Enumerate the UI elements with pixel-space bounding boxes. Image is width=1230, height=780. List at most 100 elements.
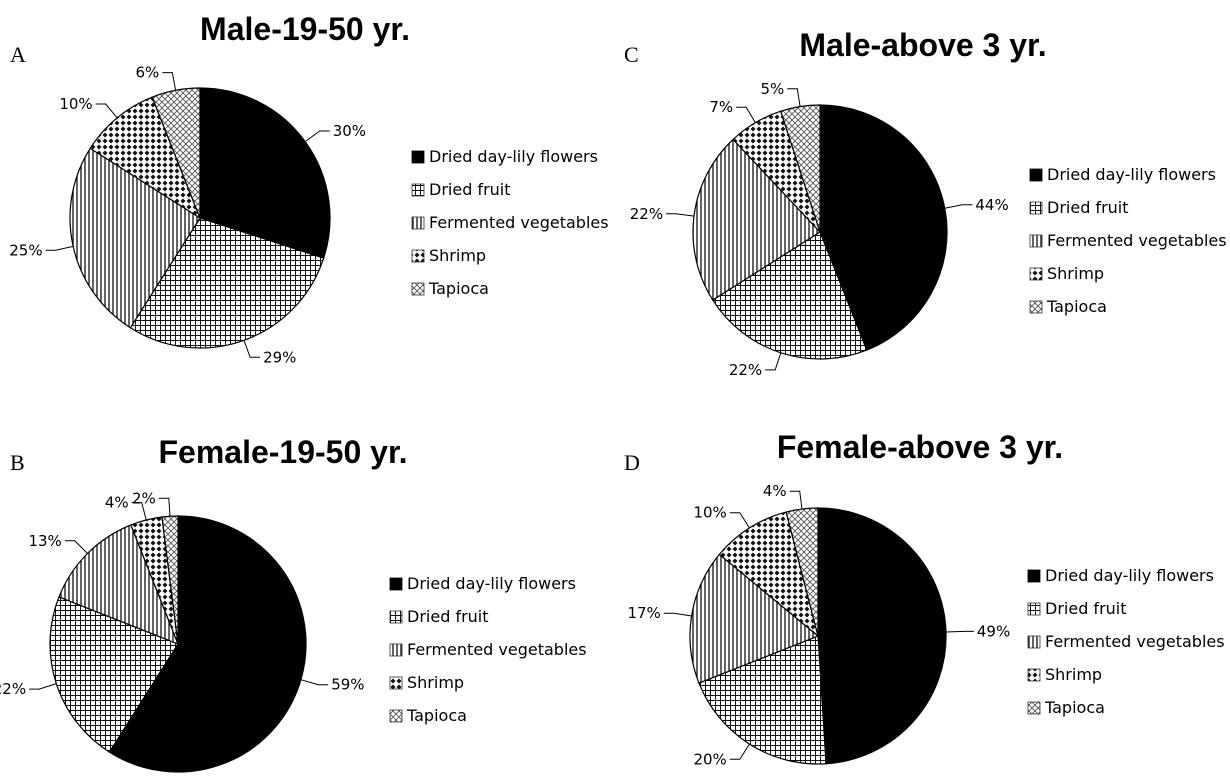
leader-line [789, 490, 803, 510]
panel-letter: B [10, 450, 25, 475]
legend-swatch [389, 643, 403, 657]
legend-label: Dried fruit [1047, 198, 1129, 217]
legend-swatch [1027, 635, 1041, 649]
pie-b: 59% 22% 13% 4%2% [0, 489, 365, 773]
legend-label: Fermented vegetables [1045, 632, 1225, 651]
leader-line [64, 540, 88, 554]
pie-slice [819, 104, 948, 351]
legend-swatch [389, 610, 403, 624]
leader-line [300, 679, 329, 686]
data-label: 13% [28, 532, 61, 550]
data-label: 6% [136, 64, 160, 82]
legend-label: Shrimp [1047, 264, 1104, 283]
data-label: 2% [132, 489, 156, 507]
legend-swatch [1029, 267, 1043, 281]
data-label: 22% [729, 361, 762, 379]
legend-label: Tapioca [1044, 698, 1105, 717]
legend-label: Tapioca [1046, 297, 1107, 316]
legend-label: Shrimp [407, 673, 464, 692]
legend-c: Dried day-lily flowers Dried fruit Ferment… [1029, 165, 1227, 316]
legend-swatch [1027, 701, 1041, 715]
legend-swatch [1027, 602, 1041, 616]
leader-line [158, 497, 171, 517]
data-label: 17% [627, 604, 660, 622]
pie-slice [129, 217, 325, 349]
leader-line [29, 683, 57, 690]
pie-a: 30% 29% 25% 10% 6% [9, 64, 366, 367]
legend-label: Dried day-lily flowers [429, 147, 598, 166]
pie-d: 49% 20% 17% 10% 4% [627, 482, 1010, 768]
data-label: 10% [693, 504, 726, 522]
legend-swatch [411, 216, 425, 230]
legend-label: Fermented vegetables [1047, 231, 1227, 250]
legend-swatch [389, 676, 403, 690]
leader-line [304, 130, 330, 143]
pie-slice [817, 507, 947, 765]
chart-title: Female-above 3 yr. [777, 429, 1063, 465]
data-label: 7% [709, 98, 733, 116]
data-label: 30% [333, 122, 366, 140]
data-label: 4% [763, 482, 787, 500]
panel-letter: D [624, 450, 640, 475]
legend-label: Dried fruit [407, 607, 489, 626]
legend-swatch [411, 150, 425, 164]
data-label: 59% [331, 676, 364, 694]
legend-swatch [1029, 201, 1043, 215]
legend-swatch [411, 183, 425, 197]
leader-line [945, 630, 974, 633]
pie-slice [718, 511, 820, 638]
pie-slice [779, 104, 821, 233]
panel-letter: C [624, 42, 639, 67]
legend-swatch [1027, 668, 1041, 682]
leader-line [787, 88, 801, 107]
data-label: 5% [761, 80, 785, 98]
leader-line [736, 106, 756, 123]
legend-label: Dried day-lily flowers [1045, 566, 1214, 585]
data-label: 49% [977, 622, 1010, 640]
pie-slice [108, 515, 307, 773]
legend-label: Fermented vegetables [407, 640, 587, 659]
chart-title: Male-above 3 yr. [799, 27, 1046, 63]
leader-line [45, 245, 74, 251]
data-label: 4% [105, 494, 129, 512]
pie-slice [69, 147, 201, 329]
leader-line [663, 612, 692, 617]
legend-a: Dried day-lily flowers Dried fruit Ferment… [411, 147, 609, 298]
legend-swatch [389, 709, 403, 723]
pie-slice [199, 87, 331, 259]
data-label: 44% [975, 196, 1008, 214]
legend-b: Dried day-lily flowers Dried fruit Ferment… [389, 574, 587, 725]
legend-label: Shrimp [429, 246, 486, 265]
leader-line [729, 512, 750, 529]
leader-line [131, 502, 147, 521]
pie-slice [689, 553, 820, 684]
legend-swatch [411, 249, 425, 263]
panel-d: D Female-above 3 yr. 49% 20% 17% 10% 4% Drie… [624, 429, 1225, 768]
data-label: 20% [693, 750, 726, 768]
legend-swatch [389, 577, 403, 591]
data-label: 25% [9, 241, 42, 259]
legend-swatch [1029, 300, 1043, 314]
pie-slice [89, 96, 202, 220]
leader-line [765, 352, 782, 371]
chart-title: Male-19-50 yr. [200, 11, 410, 47]
chart-title: Female-19-50 yr. [158, 434, 407, 470]
legend-label: Dried day-lily flowers [1047, 165, 1216, 184]
legend-label: Tapioca [406, 706, 467, 725]
leader-line [95, 103, 118, 119]
legend-label: Dried day-lily flowers [407, 574, 576, 593]
leader-line [666, 213, 695, 217]
legend-label: Shrimp [1045, 665, 1102, 684]
leader-line [243, 340, 261, 358]
leader-line [944, 204, 973, 209]
panel-b: B Female-19-50 yr. 59% 22% 13% 4%2% Dried d… [0, 434, 587, 773]
data-label: 10% [59, 95, 92, 113]
leader-line [162, 72, 177, 91]
legend-label: Tapioca [428, 279, 489, 298]
pie-slice [785, 507, 819, 637]
pie-slice [692, 138, 821, 301]
pie-slice [698, 635, 827, 765]
panel-c: C Male-above 3 yr. 44% 22% 22% 7% 5% Dried d… [624, 27, 1227, 379]
panel-letter: A [10, 42, 26, 67]
